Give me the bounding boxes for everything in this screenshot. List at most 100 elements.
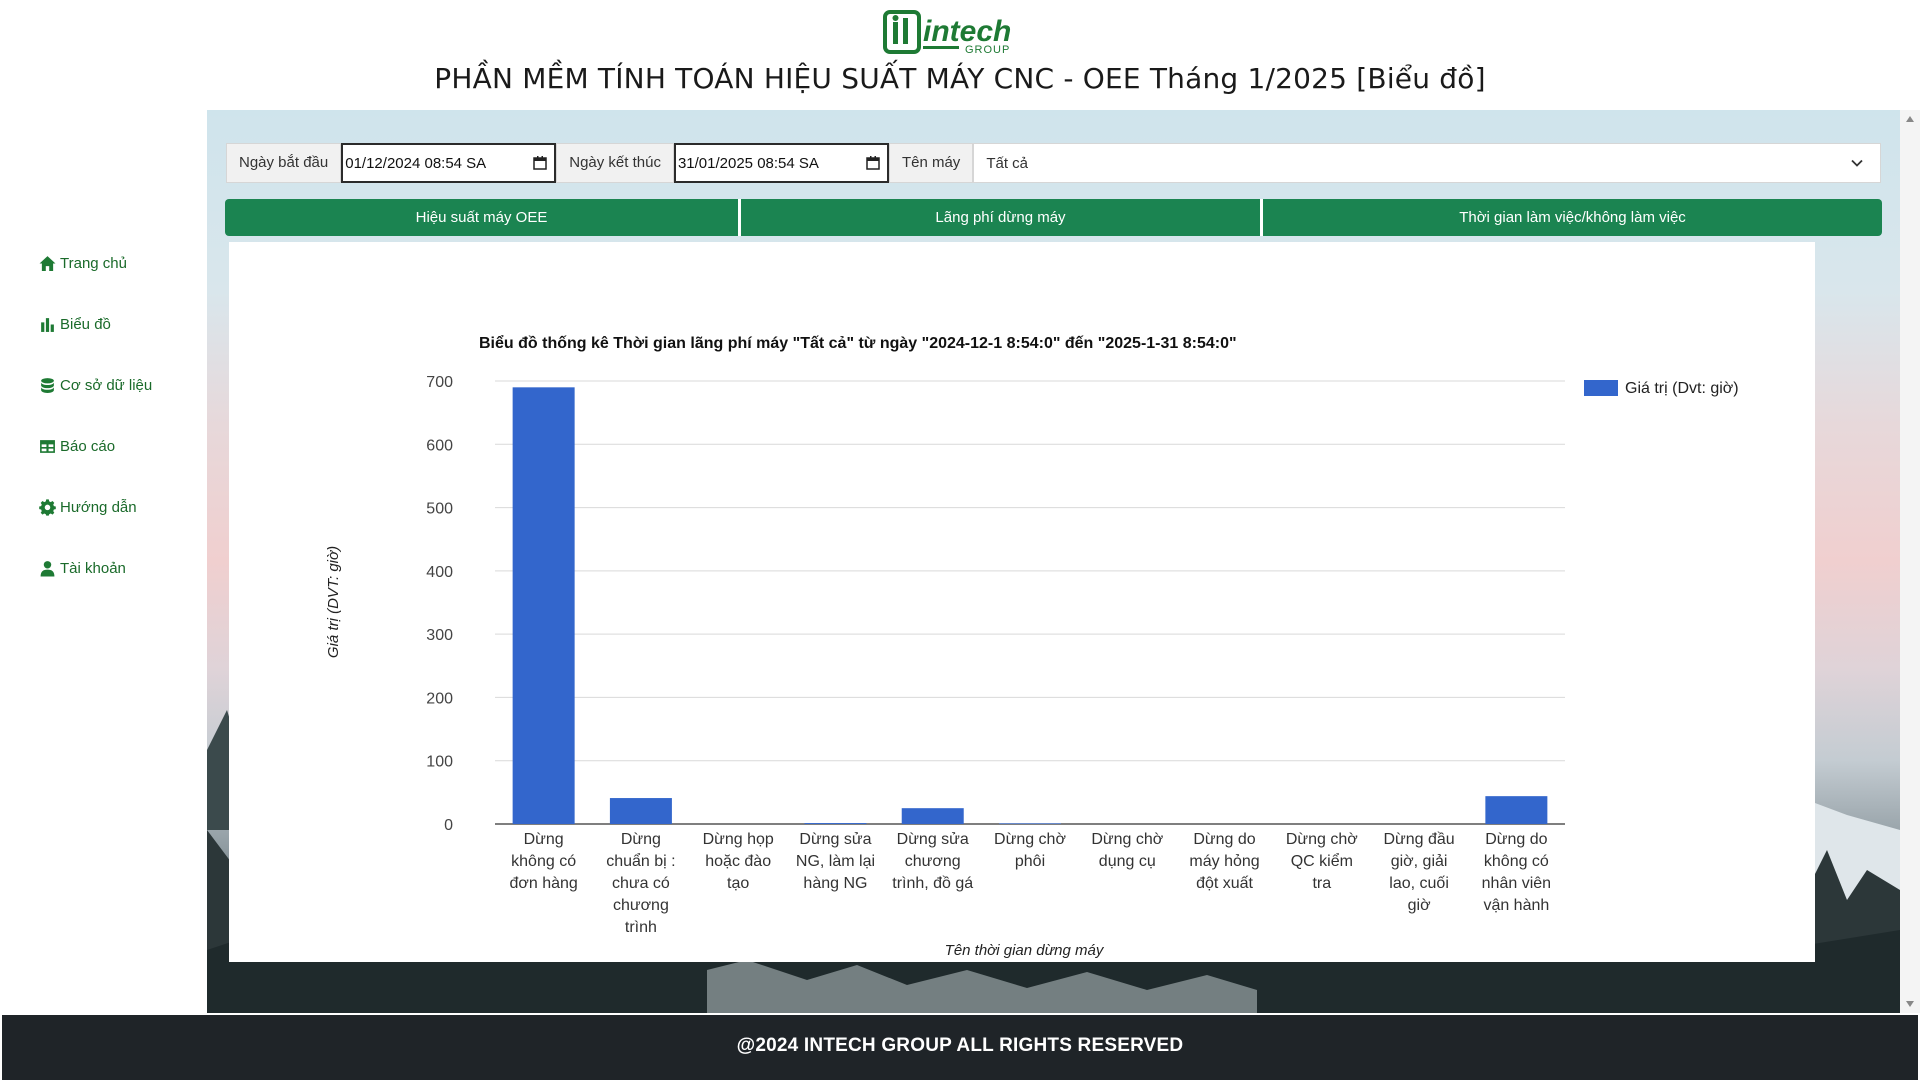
x-tick-label-line: chuẩn bị :	[606, 852, 675, 870]
scroll-up-icon[interactable]	[1906, 116, 1914, 122]
sidebar-item-home[interactable]: Trang chủ	[38, 250, 127, 276]
x-axis-label: Tên thời gian dừng máy	[945, 942, 1105, 959]
machine-select-value: Tất cả	[986, 155, 1028, 172]
end-date-input[interactable]: 31/01/2025 08:54 SA	[674, 143, 889, 183]
y-tick-label: 500	[426, 501, 453, 518]
end-date-value: 31/01/2025 08:54 SA	[676, 155, 819, 172]
calendar-icon[interactable]	[865, 155, 881, 171]
sidebar-item-database[interactable]: Cơ sở dữ liệu	[38, 372, 152, 398]
user-icon	[38, 559, 56, 577]
calendar-icon[interactable]	[532, 155, 548, 171]
x-tick-label: Dừng do không có nhân viên vận hành	[1482, 831, 1551, 914]
table-icon	[38, 437, 56, 455]
x-tick-label-line: Dừng do	[1485, 831, 1547, 848]
sidebar-item-chart[interactable]: Biểu đồ	[38, 311, 111, 337]
y-tick-label: 600	[426, 437, 453, 454]
x-tick-label: Dừng chờ QC kiểm tra	[1286, 831, 1358, 892]
chart-grid	[495, 381, 1565, 824]
y-tick-label: 700	[426, 374, 453, 391]
chevron-down-icon	[1850, 156, 1864, 170]
x-tick-label-line: trình, đồ gá	[892, 875, 973, 892]
x-tick-label: Dừng đầu giờ, giải lao, cuối giờ	[1383, 831, 1454, 914]
bar[interactable]	[902, 808, 964, 824]
gear-icon	[38, 498, 56, 516]
x-tick-label-line: QC kiểm	[1291, 852, 1353, 870]
y-axis-label: Giá trị (DVT: giờ)	[325, 546, 342, 658]
legend-swatch	[1584, 380, 1618, 396]
x-tick-label-line: Dừng do	[1193, 831, 1255, 848]
x-tick-label-line: đột xuất	[1196, 875, 1253, 892]
scroll-down-icon[interactable]	[1906, 1001, 1914, 1007]
bar[interactable]	[610, 798, 672, 824]
logo-graphic: intech GROUP	[883, 8, 1023, 56]
x-tick-label-line: đơn hàng	[509, 875, 577, 892]
sidebar: Trang chủ Biểu đồ Cơ sở dữ liệu Báo cáo …	[0, 110, 207, 1015]
page-scrollbar[interactable]	[1900, 110, 1920, 1013]
x-tick-label-line: Dừng sửa	[897, 831, 969, 848]
y-tick-label: 400	[426, 564, 453, 581]
page-title: PHẦN MỀM TÍNH TOÁN HIỆU SUẤT MÁY CNC - O…	[0, 62, 1920, 95]
x-tick-label-line: dụng cụ	[1099, 853, 1156, 870]
database-icon	[38, 376, 56, 394]
x-tick-label: Dừng sửa chương trình, đồ gá	[892, 831, 973, 892]
x-tick-label: Dừng họp hoặc đào tạo	[703, 831, 774, 892]
x-tick-label-line: Dừng chờ	[1286, 831, 1358, 848]
machine-label: Tên máy	[889, 143, 973, 183]
bar[interactable]	[1485, 796, 1547, 824]
x-tick-label-line: không có	[1484, 853, 1549, 870]
sidebar-item-label: Báo cáo	[60, 438, 115, 455]
x-tick-label-line: chương	[613, 897, 669, 914]
footer: @2024 INTECH GROUP ALL RIGHTS RESERVED	[2, 1015, 1918, 1080]
chart-bars	[513, 387, 1548, 824]
sidebar-item-report[interactable]: Báo cáo	[38, 433, 115, 459]
x-tick-label-line: giờ	[1408, 897, 1431, 914]
x-tick-label-line: Dừng sửa	[799, 831, 871, 848]
x-tick-label-line: hoặc đào	[705, 853, 771, 870]
start-date-value: 01/12/2024 08:54 SA	[343, 155, 486, 172]
x-tick-label-line: tạo	[727, 875, 749, 892]
x-tick-label-line: nhân viên	[1482, 875, 1551, 892]
legend-label: Giá trị (Dvt: giờ)	[1625, 380, 1739, 397]
x-tick-label-line: Dừng	[524, 831, 564, 848]
x-tick-label-line: giờ, giải	[1391, 853, 1448, 870]
intech-logo: intech GROUP	[883, 8, 1023, 56]
x-tick-label-line: trình	[625, 919, 657, 936]
sidebar-item-account[interactable]: Tài khoản	[38, 555, 126, 581]
tab-working-time[interactable]: Thời gian làm việc/không làm việc	[1263, 199, 1882, 236]
chart-title: Biểu đồ thống kê Thời gian lãng phí máy …	[479, 334, 1237, 352]
sidebar-item-guide[interactable]: Hướng dẫn	[38, 494, 137, 520]
x-tick-label: Dừng chuẩn bị : chưa có chương trình	[606, 831, 675, 936]
end-date-label: Ngày kết thúc	[556, 143, 674, 183]
start-date-label: Ngày bắt đầu	[226, 143, 341, 183]
bar[interactable]	[999, 823, 1061, 824]
x-tick-label-line: lao, cuối	[1389, 875, 1449, 892]
logo-sub: GROUP	[965, 44, 1010, 56]
x-tick-label-line: vận hành	[1483, 897, 1549, 914]
downtime-bar-chart: Biểu đồ thống kê Thời gian lãng phí máy …	[229, 242, 1815, 962]
tab-downtime-waste[interactable]: Lãng phí dừng máy	[741, 199, 1263, 236]
y-tick-label: 200	[426, 690, 453, 707]
x-tick-label-line: Dừng đầu	[1383, 831, 1454, 848]
sidebar-item-label: Trang chủ	[60, 255, 127, 272]
x-tick-label-line: Dừng	[621, 831, 661, 848]
bar-chart-icon	[38, 315, 56, 333]
y-tick-label: 100	[426, 754, 453, 771]
filter-bar: Ngày bắt đầu 01/12/2024 08:54 SA Ngày kế…	[226, 143, 1881, 183]
sidebar-item-label: Hướng dẫn	[60, 499, 137, 516]
x-tick-label-line: hàng NG	[803, 875, 867, 892]
machine-select[interactable]: Tất cả	[973, 143, 1881, 183]
tab-oee[interactable]: Hiệu suất máy OEE	[225, 199, 741, 236]
x-axis-ticks: Dừng không có đơn hàng Dừng chuẩn bị : chưa c…	[509, 831, 1551, 936]
x-tick-label-line: không có	[511, 853, 576, 870]
x-tick-label-line: phôi	[1015, 853, 1045, 870]
bar[interactable]	[804, 823, 866, 824]
x-tick-label: Dừng do máy hỏng đột xuất	[1189, 831, 1259, 892]
sidebar-item-label: Cơ sở dữ liệu	[60, 377, 152, 394]
x-tick-label-line: chưa có	[612, 875, 670, 892]
bar[interactable]	[513, 387, 575, 824]
sidebar-item-label: Biểu đồ	[60, 316, 111, 333]
sidebar-item-label: Tài khoản	[60, 560, 126, 577]
x-tick-label-line: chương	[905, 853, 961, 870]
start-date-input[interactable]: 01/12/2024 08:54 SA	[341, 143, 556, 183]
home-icon	[38, 254, 56, 272]
